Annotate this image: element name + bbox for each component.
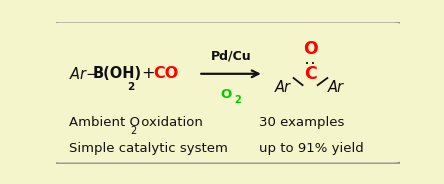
- Text: 2: 2: [127, 82, 135, 92]
- Text: +: +: [141, 66, 155, 81]
- Text: O: O: [303, 40, 317, 58]
- Text: Simple catalytic system: Simple catalytic system: [69, 142, 228, 155]
- Text: Ambient O: Ambient O: [69, 116, 140, 129]
- Text: Ar: Ar: [274, 80, 291, 95]
- Text: up to 91% yield: up to 91% yield: [258, 142, 363, 155]
- Text: Ar$-$: Ar$-$: [69, 66, 99, 82]
- Text: C: C: [304, 65, 317, 83]
- Text: CO: CO: [154, 66, 179, 81]
- Text: 30 examples: 30 examples: [258, 116, 344, 129]
- Text: O: O: [220, 88, 231, 101]
- FancyBboxPatch shape: [50, 21, 403, 164]
- Text: Pd/Cu: Pd/Cu: [211, 49, 251, 63]
- Text: 2: 2: [234, 95, 241, 105]
- Text: Ar: Ar: [328, 80, 344, 95]
- Text: B(OH): B(OH): [93, 66, 142, 81]
- Text: 2: 2: [131, 126, 137, 136]
- Text: oxidation: oxidation: [137, 116, 203, 129]
